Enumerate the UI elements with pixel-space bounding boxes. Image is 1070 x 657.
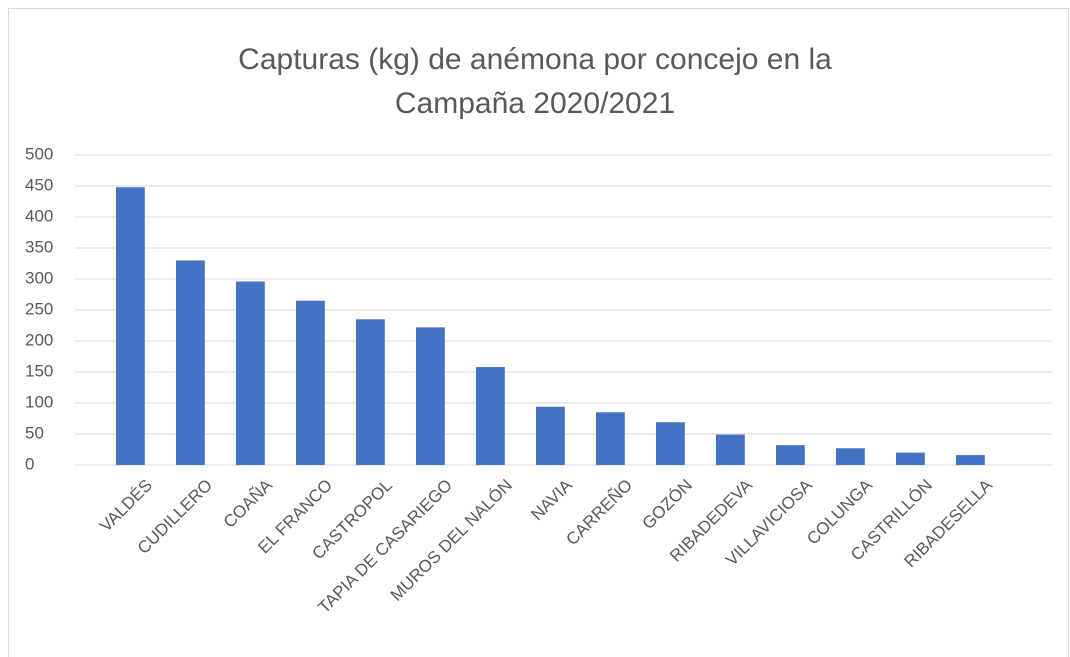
bar (776, 445, 805, 465)
y-tick-label: 200 (25, 330, 53, 349)
y-tick-label: 250 (25, 299, 53, 318)
bar (416, 327, 445, 465)
y-tick-label: 0 (25, 454, 34, 473)
x-tick-label: MUROS DEL NALÓN (387, 476, 516, 605)
y-tick-label: 450 (25, 175, 53, 194)
bar (476, 367, 505, 465)
y-tick-label: 500 (25, 144, 53, 163)
bar (236, 281, 265, 465)
chart-border (8, 8, 1069, 657)
x-tick-label: VALDÉS (96, 476, 156, 536)
x-tick-label: NAVIA (527, 475, 576, 524)
chart-title: Capturas (kg) de anémona por concejo en … (238, 43, 832, 120)
bar (716, 434, 745, 465)
bar (356, 319, 385, 465)
bar (176, 260, 205, 465)
y-tick-label: 150 (25, 361, 53, 380)
x-tick-label: GOZÓN (638, 476, 696, 534)
y-tick-label: 300 (25, 268, 53, 287)
bar (896, 452, 925, 465)
bar (296, 300, 325, 465)
y-tick-label: 100 (25, 392, 53, 411)
bar (956, 455, 985, 465)
bar (536, 406, 565, 465)
bar (116, 187, 145, 466)
y-tick-label: 400 (25, 206, 53, 225)
x-tick-label: COAÑA (220, 475, 277, 532)
bar (596, 412, 625, 465)
y-tick-label: 350 (25, 237, 53, 256)
bar (836, 448, 865, 465)
bar (656, 422, 685, 465)
y-tick-label: 50 (25, 423, 44, 442)
